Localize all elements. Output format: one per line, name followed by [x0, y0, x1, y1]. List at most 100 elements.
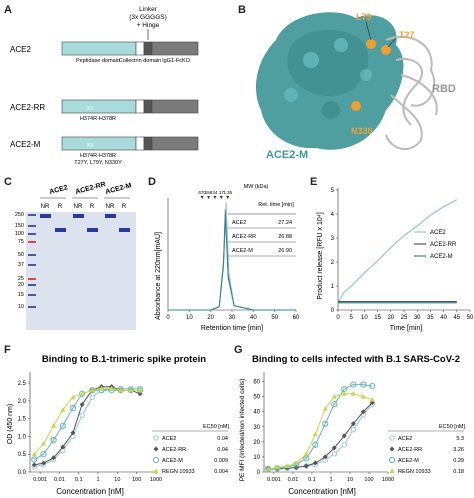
- sec-ylabel: Absorbance at 220nm[mAU]: [155, 232, 162, 320]
- sec-row-ace2rr-value: 26.88: [278, 234, 292, 240]
- kda-250: 250: [15, 212, 24, 218]
- activity-legend-label: ACE2: [430, 230, 446, 236]
- point-regn: [322, 406, 328, 411]
- point-ace2-m: [331, 401, 338, 408]
- point-regn: [293, 460, 299, 465]
- ladder-bands: [28, 214, 36, 308]
- gel-cond-5: NR: [106, 204, 115, 210]
- sec-series-line: [168, 214, 296, 311]
- kda-50: 50: [18, 252, 24, 258]
- xtick-label: 0.01: [54, 477, 65, 483]
- residue-t27: [381, 45, 391, 55]
- point-ace2-m: [50, 436, 57, 444]
- mw-marker-arrow: [226, 196, 230, 199]
- activity-ytick-label: 4: [331, 212, 335, 218]
- legend-marker: [389, 468, 395, 473]
- point-ace2-rr: [51, 455, 57, 461]
- dose-curve: [33, 387, 141, 455]
- linker-label: Linker: [139, 6, 158, 13]
- construct-bar-ace2: [61, 41, 199, 56]
- hinge-label: + Hinge: [137, 22, 160, 29]
- point-regn: [360, 394, 366, 399]
- activity-chart: Product release [RFU x 10⁴] Time [min] 0…: [317, 188, 474, 332]
- activity-legend-label: ACE2-M: [430, 254, 453, 260]
- m-mutation-label-1: H374R-H378R: [80, 153, 116, 159]
- xtick-label: 1: [97, 477, 100, 483]
- point-regn: [128, 387, 134, 393]
- label-n330: N330: [351, 126, 373, 136]
- mw-marker-arrow: [219, 196, 223, 199]
- kda-25: 25: [18, 276, 24, 282]
- xtick-label: 1000: [150, 477, 162, 483]
- cell-binding-chart: Binding to cells infected with B.1 SARS-…: [239, 354, 465, 496]
- ytick-label: 1.0: [18, 434, 27, 440]
- g-ylabel: PE MFI (infected/non infected cells): [239, 379, 246, 482]
- mw-marker-arrow: [213, 196, 217, 199]
- xtick-label: 1: [329, 477, 332, 483]
- panel-label-c: C: [4, 176, 12, 188]
- legend-marker: [153, 446, 159, 452]
- kda-100: 100: [15, 231, 24, 237]
- kda-20: 20: [18, 282, 24, 288]
- panel-label-b: B: [238, 4, 246, 16]
- point-regn: [98, 385, 105, 391]
- peptidase-domain-label: Peptidase domain: [76, 58, 120, 64]
- sec-xtick-label: 60: [293, 315, 300, 321]
- activity-xtick-label: 45: [453, 315, 460, 321]
- activity-ytick-label: 1: [331, 284, 335, 290]
- m-mutation-label-2: T27Y, L79Y, N330Y: [74, 160, 122, 166]
- activity-ytick-label: 0: [331, 308, 335, 314]
- gel-cond-6: R: [122, 204, 127, 210]
- f-title: Binding to B.1-trimeric spike protein: [42, 354, 206, 365]
- ytick-label: 50: [253, 395, 260, 401]
- point-ace2-rr: [41, 460, 47, 466]
- construct-name-ace2: ACE2: [10, 45, 31, 54]
- construct-bar-ace2-m: [61, 136, 199, 151]
- point-regn: [31, 451, 37, 457]
- rbd-ribbon: [385, 35, 438, 150]
- gel-background: [26, 212, 136, 330]
- gel-cond-4: R: [90, 204, 95, 210]
- point-regn: [303, 451, 309, 456]
- kda-37: 37: [18, 262, 24, 268]
- ec50-header: EC50 [nM]: [439, 424, 465, 430]
- dose-curve: [268, 393, 373, 470]
- activity-ylabel: Product release [RFU x 10⁴]: [317, 212, 324, 299]
- mw-marker-arrow: [200, 196, 204, 199]
- point-ace2-m: [59, 422, 66, 429]
- kda-75: 75: [18, 239, 24, 245]
- xtick-label: 10: [347, 477, 353, 483]
- point-ace2-rr: [137, 391, 143, 397]
- legend-marker: [389, 435, 395, 441]
- point-ace2: [89, 394, 95, 400]
- f-ylabel: OD (450 nm): [7, 404, 14, 444]
- fc-domain-label: IgG1-FcKO: [162, 58, 191, 64]
- legend-ec50: 0.18: [453, 469, 464, 475]
- construct-bar-ace2-rr: [61, 99, 199, 114]
- xtick-label: 0.1: [308, 477, 316, 483]
- sec-xtick-label: 30: [229, 315, 236, 321]
- point-ace2: [350, 427, 356, 433]
- point-ace2-rr: [60, 444, 66, 450]
- ytick-label: 1.5: [18, 417, 27, 423]
- xx-marker-m: XX: [87, 143, 94, 149]
- point-regn: [137, 387, 143, 393]
- point-regn: [108, 385, 115, 391]
- ytick-label: 0.0: [18, 470, 27, 476]
- g-xlabel: Concentration [nM]: [288, 487, 356, 496]
- gel-lane-ace2-rr: ACE2-RR: [75, 181, 107, 196]
- legend-marker: [152, 456, 160, 464]
- point-regn: [341, 391, 347, 396]
- gel-cond-3: NR: [74, 204, 83, 210]
- label-ace2-m: ACE2-M: [266, 149, 308, 161]
- sec-row-ace2-name: ACE2: [232, 220, 246, 226]
- panel-label-e: E: [310, 176, 318, 188]
- legend-marker: [153, 468, 159, 473]
- point-regn: [40, 440, 47, 446]
- activity-xtick-label: 30: [414, 315, 421, 321]
- residue-n330: [351, 101, 361, 111]
- sec-xtick-label: 50: [271, 315, 278, 321]
- point-ace2-rr: [360, 409, 366, 415]
- dose-curve: [268, 384, 373, 470]
- activity-ytick-label: 3: [331, 236, 335, 242]
